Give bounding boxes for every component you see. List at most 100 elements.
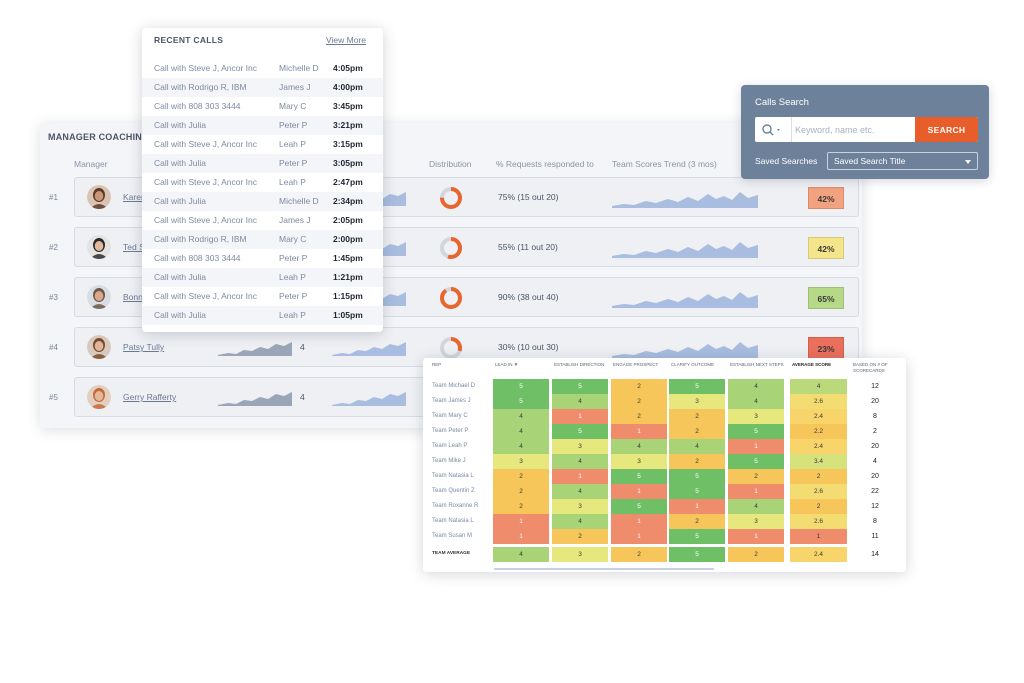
team-row: Team Susan M 1 2 1 5 1 1 11 [423,529,906,544]
call-description: Call with Julia [154,272,206,282]
recent-call-row[interactable]: Call with Julia Peter P 3:21pm [142,116,383,135]
score-cell: 3 [552,499,609,514]
team-rep-name[interactable]: Team Leah P [432,443,468,449]
average-score-cell: 4 [790,379,847,394]
recent-call-row[interactable]: Call with Julia Michelle D 2:34pm [142,192,383,211]
call-time: 3:21pm [333,120,363,130]
score-cell: 4 [728,379,785,394]
score-sparkline [332,292,406,306]
recent-call-row[interactable]: Call with Steve J, Ancor Inc Peter P 1:15p… [142,287,383,306]
score-cell: 1 [552,409,609,424]
score-cell: 5 [669,469,726,484]
score-cell: 2 [728,469,785,484]
scorecard-count: 8 [873,518,877,525]
team-rep-name[interactable]: Team James J [432,398,471,404]
distribution-column-header: Distribution [429,159,472,169]
call-rep: Peter P [279,120,308,130]
score-cell: 1 [728,484,785,499]
score-cell: 5 [728,454,785,469]
score-cell: 4 [552,394,609,409]
search-icon[interactable] [761,123,783,137]
recent-call-row[interactable]: Call with 808 303 3444 Mary C 3:45pm [142,97,383,116]
trend-column-header: Team Scores Trend (3 mos) [612,159,717,169]
recent-call-row[interactable]: Call with Rodrigo R, IBM Mary C 2:00pm [142,230,383,249]
call-description: Call with Steve J, Ancor Inc [154,139,257,149]
team-rep-name[interactable]: Team Mary C [432,413,468,419]
score-cell: 4 [669,439,726,454]
view-more-link[interactable]: View More [326,35,366,45]
team-rep-name[interactable]: Team Peter P [432,428,469,434]
scorecard-count: 14 [871,551,879,558]
call-time: 2:05pm [333,215,363,225]
recent-call-row[interactable]: Call with Rodrigo R, IBM James J 4:00pm [142,78,383,97]
search-input[interactable] [795,119,913,140]
average-score-cell: 2.6 [790,394,847,409]
manager-name-link[interactable]: Bonn [123,292,143,302]
team-rep-name[interactable]: Team Quentin Z [432,488,475,494]
team-rep-name[interactable]: Team Susan M [432,533,473,539]
manager-count: 4 [300,342,305,352]
scorecard-count: 8 [873,413,877,420]
grid-column-header: ESTABLISH DIRECTION [554,362,605,367]
score-cell: 2 [728,547,785,562]
saved-search-value: Saved Search Title [834,156,906,166]
manager-name-link[interactable]: Ted S [123,242,145,252]
scorecard-count: 11 [871,533,879,540]
team-rep-name[interactable]: Team Mike J [432,458,466,464]
scorecard-count: 20 [871,473,879,480]
team-rep-name[interactable]: Team Roxanne R [432,503,479,509]
manager-column-header: Manager [74,159,108,169]
average-score-cell: 1 [790,529,847,544]
call-description: Call with 808 303 3444 [154,253,241,263]
scorecard-count: 2 [873,428,877,435]
team-row: Team Mary C 4 1 2 2 3 2.4 8 [423,409,906,424]
call-time: 2:47pm [333,177,363,187]
call-rep: James J [279,215,311,225]
manager-coaching-title: MANAGER COACHING [48,132,150,142]
grid-horizontal-scrollbar[interactable] [494,567,714,571]
recent-call-row[interactable]: Call with Steve J, Ancor Inc Leah P 2:47pm [142,173,383,192]
score-cell: 2 [611,547,668,562]
saved-search-select[interactable]: Saved Search Title [827,152,978,170]
calls-search-panel: Calls Search SEARCH Saved Searches Saved… [741,85,989,179]
call-rep: Peter P [279,253,308,263]
score-cell: 1 [611,424,668,439]
team-rep-name[interactable]: Team Michael D [432,383,476,389]
requests-responded: 55% (11 out 20) [498,242,558,252]
recent-call-row[interactable]: Call with Steve J, Ancor Inc James J 2:05p… [142,211,383,230]
recent-call-row[interactable]: Call with Julia Leah P 1:21pm [142,268,383,287]
call-description: Call with Rodrigo R, IBM [154,234,247,244]
manager-rank: #4 [49,343,58,352]
manager-name-link[interactable]: Patsy Tully [123,342,165,352]
team-rep-name[interactable]: Team Natasia L [432,473,474,479]
recent-call-row[interactable]: Call with Steve J, Ancor Inc Leah P 3:15pm [142,135,383,154]
score-cell: 4 [552,454,609,469]
score-cell: 2 [669,409,726,424]
avatar [87,235,111,259]
score-cell: 2 [611,394,668,409]
grid-column-header[interactable]: LEAD IN ▼ [495,362,519,367]
call-description: Call with Julia [154,196,206,206]
grid-column-header: ENGAGE PROSPECT [613,362,659,367]
search-button[interactable]: SEARCH [915,117,978,142]
score-cell: 5 [669,379,726,394]
team-average-row: TEAM AVERAGE 4 3 2 5 2 2.4 14 [423,547,906,562]
scorecard-count: 20 [871,443,879,450]
score-cell: 1 [611,514,668,529]
grid-column-header: REP [432,362,442,367]
score-cell: 1 [728,439,785,454]
team-row: Team Roxanne R 2 3 5 1 4 2 12 [423,499,906,514]
score-cell: 4 [728,394,785,409]
recent-call-row[interactable]: Call with Julia Peter P 3:05pm [142,154,383,173]
call-rep: Mary C [279,234,307,244]
score-cell: 5 [669,547,726,562]
team-rep-name[interactable]: Team Natasia L [432,518,474,524]
recent-call-row[interactable]: Call with Julia Leah P 1:05pm [142,306,383,325]
manager-name-link[interactable]: Gerry Rafferty [123,392,177,402]
score-cell: 3 [669,394,726,409]
manager-name-link[interactable]: Karen [123,192,146,202]
scorecard-count: 12 [871,383,879,390]
recent-call-row[interactable]: Call with 808 303 3444 Peter P 1:45pm [142,249,383,268]
chevron-down-icon [965,160,971,164]
recent-call-row[interactable]: Call with Steve J, Ancor Inc Michelle D 4:… [142,59,383,78]
